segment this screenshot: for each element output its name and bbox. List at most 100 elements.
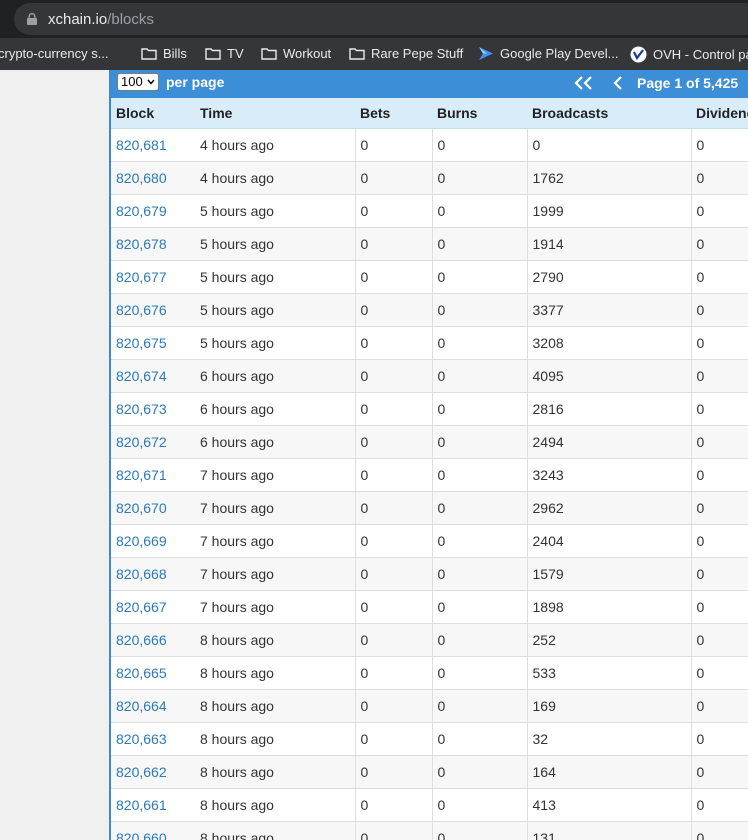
table-row: 820,666 8 hours ago 0 0 252 0 (111, 623, 748, 657)
bets-cell: 0 (355, 194, 433, 228)
block-link[interactable]: 820,674 (111, 359, 195, 393)
page-info: Page 1 of 5,425 (637, 75, 739, 91)
block-link[interactable]: 820,680 (111, 161, 195, 195)
burns-cell: 0 (432, 590, 528, 624)
block-link[interactable]: 820,665 (111, 656, 195, 690)
table-row: 820,676 5 hours ago 0 0 3377 0 (111, 293, 748, 327)
bets-cell: 0 (355, 788, 433, 822)
broadcasts-cell: 2790 (527, 260, 692, 294)
previous-page-icon[interactable] (612, 75, 624, 91)
table-row: 820,675 5 hours ago 0 0 3208 0 (111, 326, 748, 360)
burns-cell: 0 (432, 689, 528, 723)
column-header-burns[interactable]: Burns (432, 98, 527, 129)
block-link[interactable]: 820,677 (111, 260, 195, 294)
bookmark-google-play[interactable]: Google Play Devel... (478, 46, 619, 61)
bets-cell: 0 (355, 623, 433, 657)
bookmark-crypto-currency[interactable]: crypto-currency s... (0, 46, 109, 61)
time-cell: 8 hours ago (195, 623, 356, 657)
block-link[interactable]: 820,675 (111, 326, 195, 360)
table-row: 820,671 7 hours ago 0 0 3243 0 (111, 458, 748, 492)
burns-cell: 0 (432, 491, 528, 525)
dividends-cell: 0 (691, 788, 748, 822)
bets-cell: 0 (355, 458, 433, 492)
block-link[interactable]: 820,678 (111, 227, 195, 261)
burns-cell: 0 (432, 656, 528, 690)
block-link[interactable]: 820,662 (111, 755, 195, 789)
bookmark-ovh[interactable]: OVH - Control pa (630, 46, 748, 63)
google-play-icon (479, 47, 493, 60)
url-host: xchain.io (48, 11, 108, 28)
first-page-icon[interactable] (573, 75, 595, 91)
bookmark-tv[interactable]: TV (205, 46, 244, 61)
table-row: 820,663 8 hours ago 0 0 32 0 (111, 722, 748, 756)
block-link[interactable]: 820,668 (111, 557, 195, 591)
dividends-cell: 0 (691, 326, 748, 360)
broadcasts-cell: 252 (527, 623, 692, 657)
block-link[interactable]: 820,669 (111, 524, 195, 558)
bookmark-bills[interactable]: Bills (141, 46, 187, 61)
block-link[interactable]: 820,671 (111, 458, 195, 492)
block-link[interactable]: 820,681 (111, 128, 195, 162)
ovh-icon (630, 46, 647, 63)
bookmark-rare-pepe-stuff[interactable]: Rare Pepe Stuff (349, 46, 463, 61)
broadcasts-cell: 3208 (527, 326, 692, 360)
time-cell: 7 hours ago (195, 491, 356, 525)
column-header-broadcasts[interactable]: Broadcasts (527, 98, 691, 129)
address-bar[interactable]: xchain.io/blocks (14, 3, 748, 35)
burns-cell: 0 (432, 128, 528, 162)
blocks-table: Block Time Bets Burns Broadcasts Dividen… (111, 98, 748, 840)
bets-cell: 0 (355, 161, 433, 195)
block-link[interactable]: 820,676 (111, 293, 195, 327)
column-header-dividends[interactable]: Dividends (691, 98, 748, 129)
bookmark-label: Bills (163, 46, 187, 61)
bets-cell: 0 (355, 722, 433, 756)
time-cell: 8 hours ago (195, 755, 356, 789)
dividends-cell: 0 (691, 194, 748, 228)
block-link[interactable]: 820,670 (111, 491, 195, 525)
broadcasts-cell: 1898 (527, 590, 692, 624)
time-cell: 7 hours ago (195, 590, 356, 624)
dividends-cell: 0 (691, 161, 748, 195)
time-cell: 8 hours ago (195, 689, 356, 723)
column-header-block[interactable]: Block (111, 98, 195, 129)
column-header-bets[interactable]: Bets (355, 98, 432, 129)
browser-toolbar: xchain.io/blocks (0, 0, 748, 38)
block-link[interactable]: 820,660 (111, 821, 195, 840)
dividends-cell: 0 (691, 590, 748, 624)
block-link[interactable]: 820,666 (111, 623, 195, 657)
block-link[interactable]: 820,679 (111, 194, 195, 228)
bookmark-workout[interactable]: Workout (261, 46, 331, 61)
time-cell: 7 hours ago (195, 524, 356, 558)
dividends-cell: 0 (691, 557, 748, 591)
block-link[interactable]: 820,672 (111, 425, 195, 459)
bets-cell: 0 (355, 821, 433, 840)
dividends-cell: 0 (691, 293, 748, 327)
chevron-down-icon (147, 79, 155, 85)
block-link[interactable]: 820,661 (111, 788, 195, 822)
per-page-select[interactable]: 100 (117, 73, 159, 91)
url-path: /blocks (107, 11, 154, 28)
block-link[interactable]: 820,664 (111, 689, 195, 723)
time-cell: 6 hours ago (195, 359, 356, 393)
table-row: 820,667 7 hours ago 0 0 1898 0 (111, 590, 748, 624)
broadcasts-cell: 2816 (527, 392, 692, 426)
burns-cell: 0 (432, 524, 528, 558)
block-link[interactable]: 820,673 (111, 392, 195, 426)
broadcasts-cell: 4095 (527, 359, 692, 393)
dividends-cell: 0 (691, 722, 748, 756)
dividends-cell: 0 (691, 425, 748, 459)
bets-cell: 0 (355, 491, 433, 525)
block-link[interactable]: 820,667 (111, 590, 195, 624)
block-link[interactable]: 820,663 (111, 722, 195, 756)
bets-cell: 0 (355, 755, 433, 789)
bets-cell: 0 (355, 359, 433, 393)
burns-cell: 0 (432, 623, 528, 657)
dividends-cell: 0 (691, 227, 748, 261)
dividends-cell: 0 (691, 491, 748, 525)
per-page-value: 100 (121, 74, 143, 89)
broadcasts-cell: 3243 (527, 458, 692, 492)
column-header-time[interactable]: Time (195, 98, 355, 129)
bookmark-label: crypto-currency s... (0, 46, 109, 61)
blocks-panel: 100 per page Page 1 of 5,425 Block Time (109, 70, 748, 840)
table-row: 820,661 8 hours ago 0 0 413 0 (111, 788, 748, 822)
